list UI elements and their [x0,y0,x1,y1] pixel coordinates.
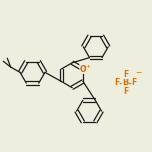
Text: •+: •+ [82,64,91,69]
Text: O: O [80,64,86,74]
Text: F: F [123,87,128,96]
Text: F: F [114,78,119,87]
Text: B: B [122,78,129,87]
Text: F: F [123,69,128,79]
Text: F: F [132,78,137,87]
Text: −: − [135,68,141,77]
